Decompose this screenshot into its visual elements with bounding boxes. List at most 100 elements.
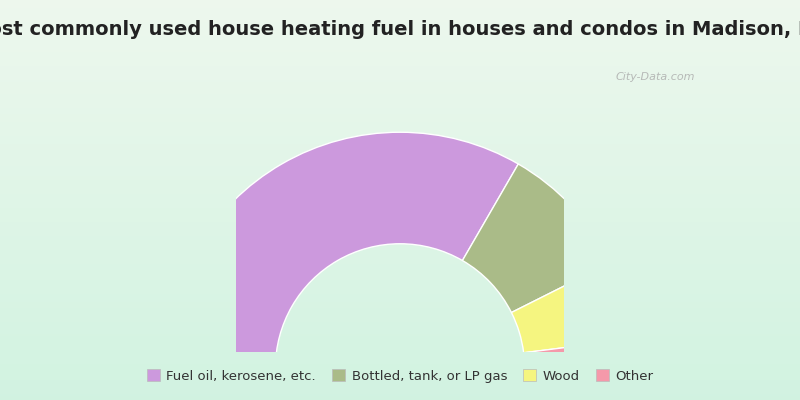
Bar <box>0 316 800 318</box>
Bar <box>0 346 800 348</box>
Bar <box>0 324 800 326</box>
Wedge shape <box>164 132 518 368</box>
Bar <box>0 388 800 390</box>
Bar <box>0 230 800 232</box>
Bar <box>0 178 800 180</box>
Bar <box>0 306 800 308</box>
Bar <box>0 98 800 100</box>
Bar <box>0 168 800 170</box>
Bar <box>0 92 800 94</box>
Bar <box>0 152 800 154</box>
Wedge shape <box>524 339 636 368</box>
Bar <box>0 344 800 346</box>
Bar <box>0 254 800 256</box>
Bar <box>0 8 800 10</box>
Bar <box>0 242 800 244</box>
Bar <box>0 132 800 134</box>
Legend: Fuel oil, kerosene, etc., Bottled, tank, or LP gas, Wood, Other: Fuel oil, kerosene, etc., Bottled, tank,… <box>140 363 660 389</box>
Bar <box>0 326 800 328</box>
Bar <box>0 318 800 320</box>
Bar <box>0 228 800 230</box>
Bar <box>0 68 800 70</box>
Bar <box>0 162 800 164</box>
Bar <box>0 378 800 380</box>
Bar <box>0 334 800 336</box>
Bar <box>0 368 800 370</box>
Bar <box>0 34 800 36</box>
Bar <box>0 372 800 374</box>
Bar <box>0 32 800 34</box>
Bar <box>0 6 800 8</box>
Bar <box>0 160 800 162</box>
Bar <box>0 354 800 356</box>
Bar <box>0 396 800 398</box>
Bar <box>0 80 800 82</box>
Bar <box>0 374 800 376</box>
Bar <box>0 268 800 270</box>
Bar <box>0 196 800 198</box>
Bar <box>0 102 800 104</box>
Bar <box>0 350 800 352</box>
Bar <box>0 50 800 52</box>
Bar <box>0 356 800 358</box>
Bar <box>0 172 800 174</box>
Bar <box>0 276 800 278</box>
Bar <box>0 40 800 42</box>
Bar <box>0 144 800 146</box>
Bar <box>0 282 800 284</box>
Bar <box>0 328 800 330</box>
Bar <box>0 292 800 294</box>
Bar <box>0 214 800 216</box>
Bar <box>0 94 800 96</box>
Bar <box>0 360 800 362</box>
Bar <box>0 180 800 182</box>
Bar <box>0 56 800 58</box>
Bar <box>0 64 800 66</box>
Bar <box>0 392 800 394</box>
Bar <box>0 240 800 242</box>
Bar <box>0 112 800 114</box>
Bar <box>0 130 800 132</box>
Bar <box>0 358 800 360</box>
Bar <box>0 16 800 18</box>
Bar <box>0 108 800 110</box>
Bar <box>0 12 800 14</box>
Bar <box>0 222 800 224</box>
Bar <box>0 36 800 38</box>
Bar <box>0 154 800 156</box>
Bar <box>0 170 800 172</box>
Wedge shape <box>511 262 634 353</box>
Bar <box>0 210 800 212</box>
Bar <box>0 364 800 366</box>
Bar <box>0 398 800 400</box>
Bar <box>0 88 800 90</box>
Bar <box>0 390 800 392</box>
Bar <box>0 274 800 276</box>
Bar <box>0 298 800 300</box>
Bar <box>0 26 800 28</box>
Bar <box>0 366 800 368</box>
Bar <box>0 116 800 118</box>
Bar <box>0 386 800 388</box>
Bar <box>0 158 800 160</box>
Bar <box>0 236 800 238</box>
Bar <box>0 300 800 302</box>
Bar <box>0 142 800 144</box>
Bar <box>0 294 800 296</box>
Bar <box>0 122 800 124</box>
Bar <box>0 384 800 386</box>
Bar <box>0 104 800 106</box>
Bar <box>0 54 800 56</box>
Bar <box>0 382 800 384</box>
Bar <box>0 118 800 120</box>
Bar <box>0 278 800 280</box>
Bar <box>0 362 800 364</box>
Wedge shape <box>462 164 611 312</box>
Text: City-Data.com: City-Data.com <box>616 72 695 82</box>
Bar <box>0 148 800 150</box>
Bar <box>0 260 800 262</box>
Bar <box>0 44 800 46</box>
Bar <box>0 138 800 140</box>
Bar <box>0 264 800 266</box>
Bar <box>0 110 800 112</box>
